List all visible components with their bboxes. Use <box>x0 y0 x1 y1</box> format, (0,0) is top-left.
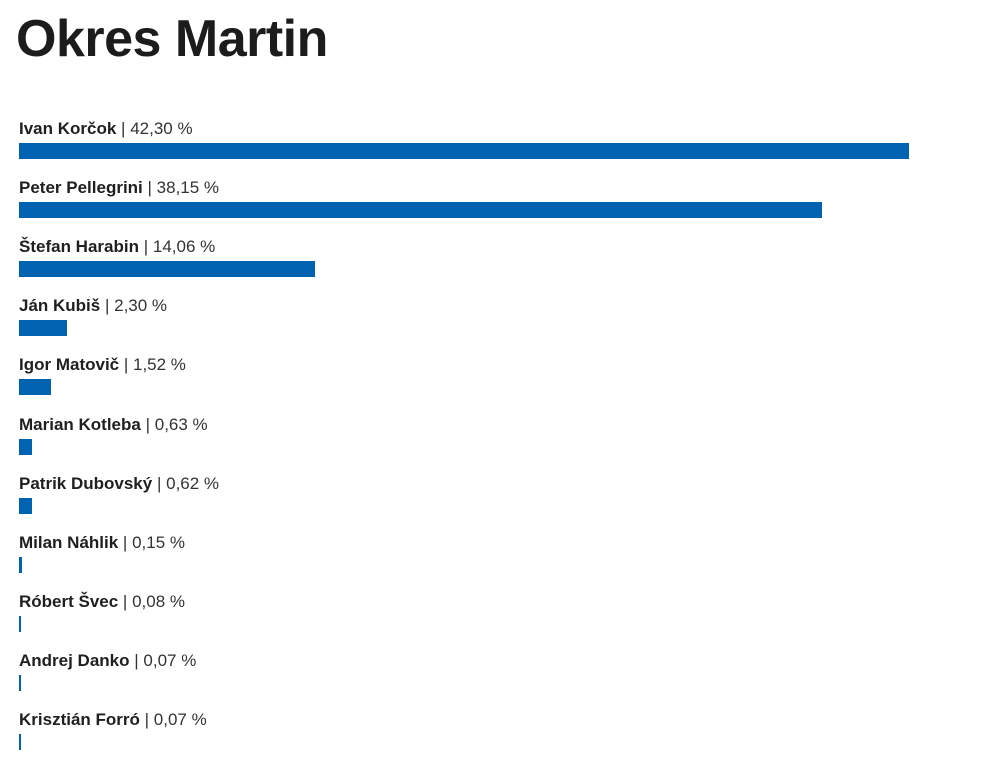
bar-row: Andrej Danko | 0,07 % <box>19 651 919 707</box>
bar-label: Krisztián Forró | 0,07 % <box>19 710 207 730</box>
label-separator: | <box>139 710 154 729</box>
bar <box>19 615 21 632</box>
bar-label: Marian Kotleba | 0,63 % <box>19 415 208 435</box>
candidate-name: Ján Kubiš <box>19 296 101 316</box>
candidate-name: Patrik Dubovský <box>19 473 153 493</box>
page-title: Okres Martin <box>16 10 328 68</box>
bar <box>19 379 51 396</box>
bar <box>19 143 909 159</box>
label-separator: | <box>152 473 167 493</box>
bar <box>19 320 68 337</box>
bar-label: Patrik Dubovský | 0,62 % <box>19 474 219 494</box>
bar <box>19 674 21 691</box>
label-separator: | <box>140 414 155 434</box>
bar <box>19 261 315 278</box>
label-separator: | <box>100 296 115 316</box>
candidate-name: Štefan Harabin <box>19 237 139 257</box>
bar-label: Peter Pellegrini | 38,15 % <box>19 178 219 198</box>
candidate-name: Igor Matovič <box>19 355 120 375</box>
bar <box>19 734 21 750</box>
candidate-value: 0,63 % <box>154 414 208 434</box>
candidate-name: Krisztián Forró <box>19 710 140 729</box>
candidate-name: Milan Náhlik <box>19 532 119 552</box>
candidate-name: Róbert Švec <box>19 591 119 611</box>
candidate-value: 38,15 % <box>156 178 220 198</box>
candidate-name: Peter Pellegrini <box>19 178 143 198</box>
bar-row: Marian Kotleba | 0,63 % <box>19 415 919 471</box>
bar-label: Štefan Harabin | 14,06 % <box>19 237 215 257</box>
bar <box>19 438 33 455</box>
candidate-value: 2,30 % <box>114 296 168 316</box>
label-separator: | <box>138 237 153 257</box>
candidate-value: 0,62 % <box>166 473 220 493</box>
candidate-value: 0,07 % <box>153 710 207 729</box>
bar <box>19 202 822 219</box>
label-separator: | <box>118 591 133 611</box>
label-separator: | <box>119 355 133 375</box>
candidate-name: Andrej Danko <box>19 650 130 670</box>
label-separator: | <box>118 532 133 552</box>
candidate-value: 0,07 % <box>143 650 197 670</box>
bar-row: Štefan Harabin | 14,06 % <box>19 237 919 293</box>
bar <box>19 497 33 514</box>
label-separator: | <box>142 178 157 198</box>
bar-label: Ján Kubiš | 2,30 % <box>19 296 167 316</box>
candidate-value: 0,08 % <box>132 591 186 611</box>
candidate-name: Marian Kotleba <box>19 414 141 434</box>
bar-label: Andrej Danko | 0,07 % <box>19 651 196 671</box>
candidate-value: 1,52 % <box>133 355 186 375</box>
label-separator: | <box>129 650 144 670</box>
candidate-value: 0,15 % <box>132 532 185 552</box>
bar-row: Patrik Dubovský | 0,62 % <box>19 474 919 530</box>
bar-label: Róbert Švec | 0,08 % <box>19 592 185 612</box>
bar-row: Krisztián Forró | 0,07 % <box>19 710 919 766</box>
bar-row: Róbert Švec | 0,08 % <box>19 592 919 648</box>
bar-row: Peter Pellegrini | 38,15 % <box>19 178 919 234</box>
bar-row: Ján Kubiš | 2,30 % <box>19 296 919 352</box>
candidate-value: 42,30 % <box>130 119 193 138</box>
candidate-name: Ivan Korčok <box>19 119 117 138</box>
bar-row: Milan Náhlik | 0,15 % <box>19 533 919 589</box>
bar-label: Ivan Korčok | 42,30 % <box>19 119 193 139</box>
bar-label: Milan Náhlik | 0,15 % <box>19 533 185 553</box>
bar-row: Ivan Korčok | 42,30 % <box>19 119 919 175</box>
bar-row: Igor Matovič | 1,52 % <box>19 355 919 411</box>
label-separator: | <box>116 119 131 138</box>
bar-label: Igor Matovič | 1,52 % <box>19 355 186 375</box>
candidate-value: 14,06 % <box>152 237 216 257</box>
bar <box>19 556 23 573</box>
